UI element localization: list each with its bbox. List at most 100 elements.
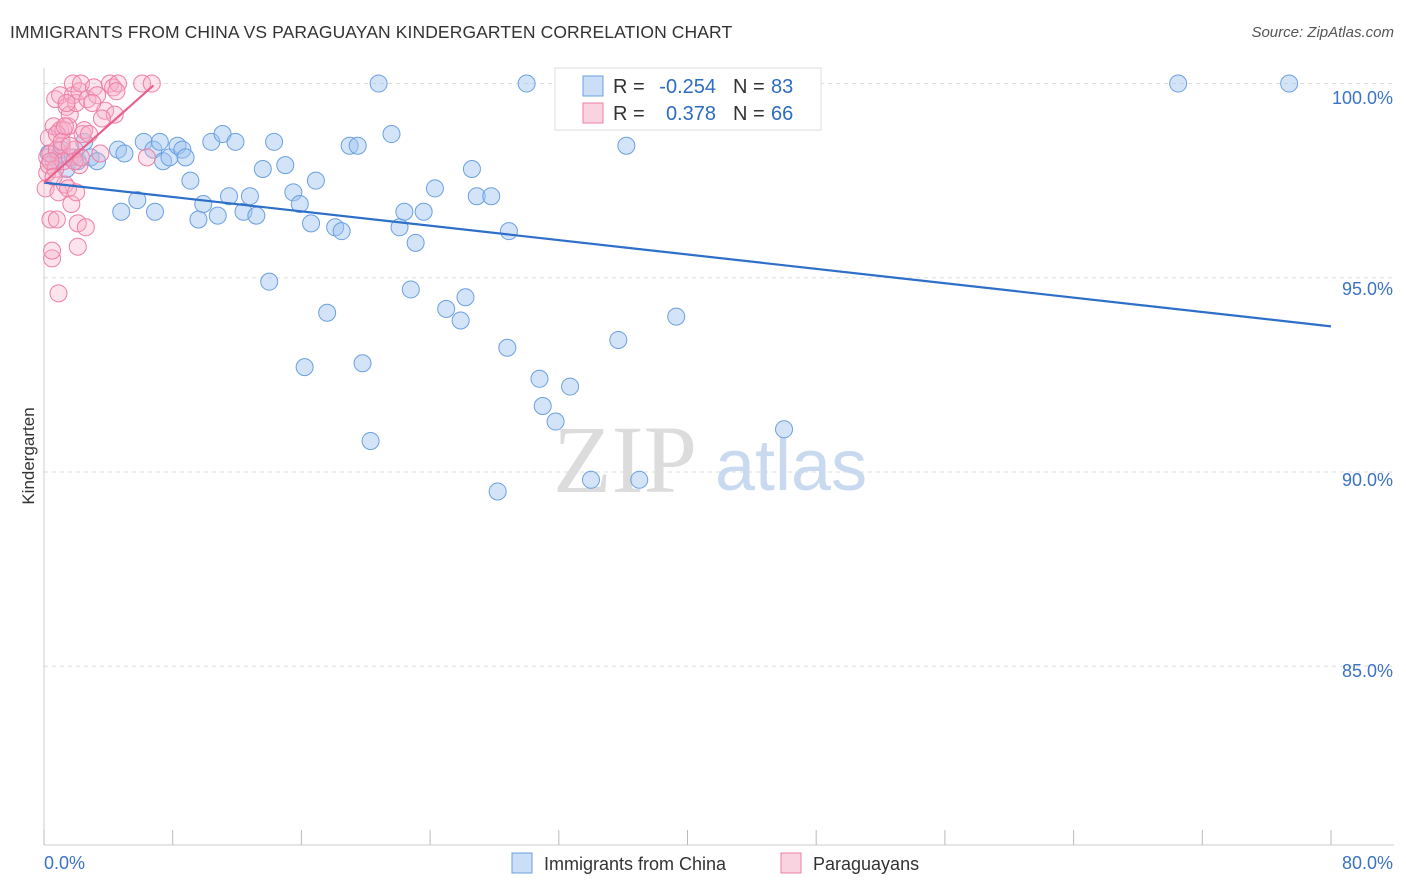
data-point [295,358,314,377]
stats-legend: R = -0.254 N = 83 R = 0.378 N = 66 [554,67,822,131]
data-point [176,148,195,167]
trend-line-immigrants-from-china [43,181,1332,328]
chart-title: IMMIGRANTS FROM CHINA VS PARAGUAYAN KIND… [10,22,733,42]
data-point [482,187,501,206]
trend-line-paraguayans [43,84,155,184]
data-point [181,171,200,190]
data-point [530,369,549,388]
data-point [68,237,87,256]
data-point [253,160,272,179]
data-point [609,330,628,349]
data-point [369,74,388,93]
source-label: Source: ZipAtlas.com [1251,24,1394,41]
data-point [133,74,152,93]
data-point [240,187,259,206]
data-point [395,202,414,221]
stats-legend-swatch-blue [582,75,604,97]
data-point [128,191,147,210]
data-point [488,482,507,501]
data-point [67,93,86,112]
data-point [43,249,62,268]
data-point [47,210,66,229]
data-point [382,125,401,144]
data-point [401,280,420,299]
data-point [414,202,433,221]
data-point [318,303,337,322]
watermark-atlas: atlas [715,426,867,506]
y-axis-label: Kindergarten [19,407,38,504]
data-point [1280,74,1299,93]
x-tick-label-min: 0.0% [44,853,85,873]
data-point [1169,74,1188,93]
data-point [499,222,518,241]
data-point [306,171,325,190]
stats-legend-r-label-pink: R = [613,103,645,125]
data-point [630,470,649,489]
data-point [43,241,62,260]
stats-legend-n-label-blue: N = [733,76,765,98]
y-tick-label-90: 90.0% [1342,470,1393,490]
data-point [332,222,351,241]
stats-legend-r-value-blue: -0.254 [659,76,716,98]
data-point [72,148,91,167]
data-point [92,109,111,128]
data-point [208,206,227,225]
data-point [775,420,794,439]
data-point [44,167,63,186]
data-point [462,160,481,179]
y-tick-label-95: 95.0% [1342,279,1393,299]
data-point [109,74,128,93]
data-point [451,311,470,330]
data-point [134,132,153,151]
data-point [265,132,284,151]
data-point [290,194,309,213]
stats-legend-r-value-pink: 0.378 [666,103,716,125]
data-point [142,74,161,93]
axes [43,68,1394,846]
data-point [361,431,380,450]
data-point [91,144,110,163]
watermark-zip: ZIP [553,406,697,513]
data-point [533,396,552,415]
data-point [137,148,156,167]
data-point [284,183,303,202]
data-point [80,125,99,144]
data-point [41,152,60,171]
data-point [667,307,686,326]
data-point [437,299,456,318]
y-tick-labels: 85.0% 90.0% 95.0% 100.0% [1332,88,1393,681]
data-point [406,233,425,252]
data-point [302,214,321,233]
data-point [546,412,565,431]
x-axis-ticks [43,830,1332,845]
data-point [425,179,444,198]
data-point [67,183,86,202]
data-point [62,194,81,213]
data-point [456,288,475,307]
y-tick-label-100: 100.0% [1332,88,1393,108]
legend-label-paraguayans: Paraguayans [813,854,919,874]
data-point [194,194,213,213]
data-point [112,202,131,221]
stats-legend-n-value-pink: 66 [771,103,793,125]
data-point [60,105,79,124]
data-point [498,338,517,357]
data-point [49,284,68,303]
data-point [115,144,134,163]
data-point [55,117,74,136]
legend-swatch-immigrants-from-china [511,852,533,874]
data-point [226,132,245,151]
data-point [76,218,95,237]
y-tick-label-85: 85.0% [1342,661,1393,681]
data-point [561,377,580,396]
data-point [617,136,636,155]
x-tick-label-max: 80.0% [1342,853,1393,873]
data-point [467,187,486,206]
trend-lines [43,84,1332,328]
data-point [276,156,295,175]
data-point [517,74,536,93]
data-point [146,202,165,221]
data-point [189,210,208,229]
legend-swatch-paraguayans [780,852,802,874]
